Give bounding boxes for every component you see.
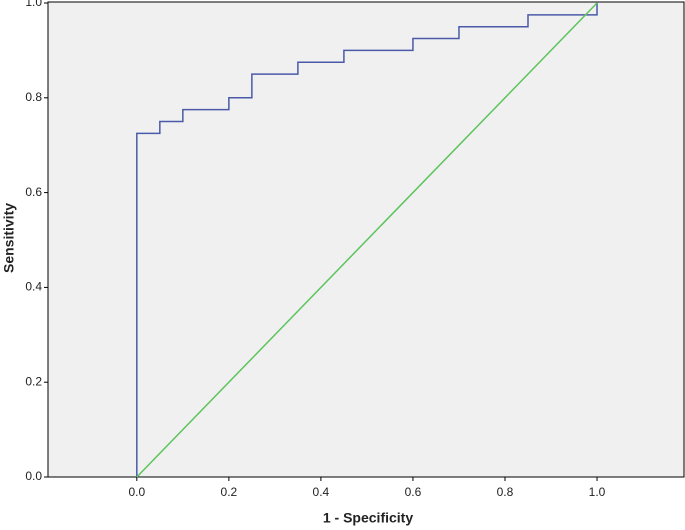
y-tick-label: 1.0 (25, 0, 42, 9)
x-tick-label: 0.4 (313, 485, 330, 499)
line (136, 2, 598, 478)
line (136, 3, 598, 477)
x-tick-label: 0.0 (128, 485, 145, 499)
x-tick-label: 1.0 (589, 485, 606, 499)
plot-area (47, 1, 685, 478)
y-axis-label: Sensitivity (1, 203, 17, 273)
x-tick-label: 0.8 (497, 485, 514, 499)
y-tick-label: 0.0 (25, 469, 42, 483)
x-tick-label: 0.6 (405, 485, 422, 499)
y-tick-label: 0.8 (25, 90, 42, 104)
y-tick-label: 0.4 (25, 280, 42, 294)
x-axis-label: 1 - Specificity (323, 510, 413, 526)
x-tick-label: 0.2 (221, 485, 238, 499)
y-tick-label: 0.2 (25, 374, 42, 388)
y-tick-label: 0.6 (25, 185, 42, 199)
